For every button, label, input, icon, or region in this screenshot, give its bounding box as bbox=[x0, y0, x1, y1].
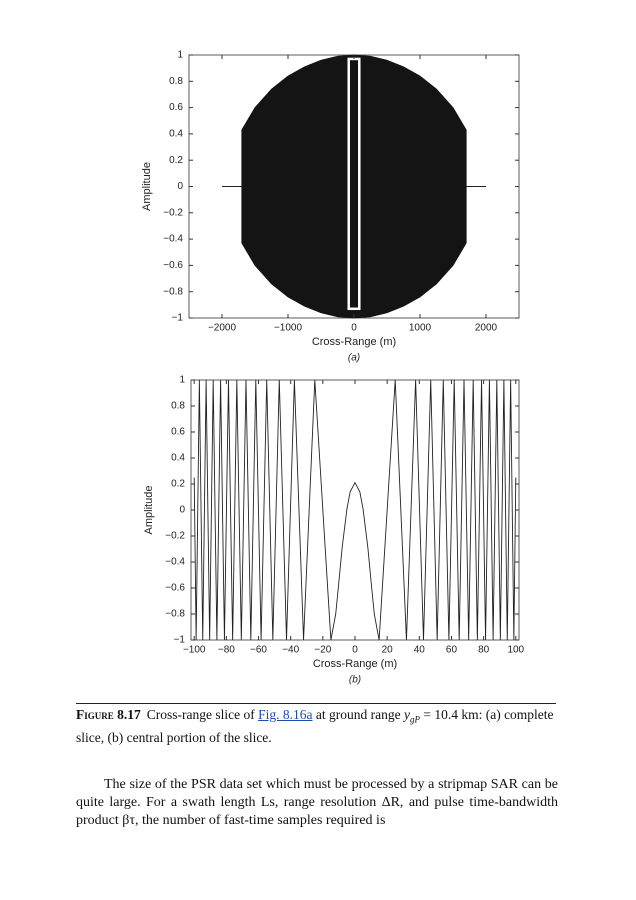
y-tick-label: −0.4 bbox=[165, 557, 185, 568]
x-tick-label: 80 bbox=[478, 645, 490, 656]
y-tick-label: −0.2 bbox=[165, 531, 185, 542]
x-tick-label: −100 bbox=[183, 645, 206, 656]
line bbox=[193, 379, 517, 641]
y-tick-label: 0.2 bbox=[169, 155, 183, 166]
caption-text: Cross-range slice of bbox=[146, 707, 255, 722]
x-tick-label: 20 bbox=[382, 645, 394, 656]
body-paragraph: The size of the PSR data set which must … bbox=[76, 777, 558, 828]
y-tick-label: 0.8 bbox=[169, 76, 183, 87]
symbol: y bbox=[403, 707, 410, 722]
y-tick-label: 1 bbox=[177, 50, 183, 61]
y-tick-label: 0.4 bbox=[169, 129, 183, 140]
caption-text: at ground range bbox=[315, 707, 401, 722]
panel-label: (b) bbox=[349, 675, 361, 686]
x-axis-label: Cross-Range (m) bbox=[313, 658, 397, 670]
caption-label: Figure 8.17 bbox=[76, 707, 141, 722]
caption: Figure 8.17 Cross-range slice of Fig. 8.1… bbox=[76, 706, 556, 747]
x-tick-label: −20 bbox=[314, 645, 331, 656]
y-axis-label: Amplitude bbox=[143, 486, 155, 535]
y-tick-label: −0.8 bbox=[165, 609, 185, 620]
y-tick-label: 0.6 bbox=[169, 102, 183, 113]
x-tick-label: −1000 bbox=[274, 323, 303, 334]
y-tick-label: 0.2 bbox=[171, 479, 185, 490]
y-tick-label: −0.6 bbox=[165, 583, 185, 594]
x-tick-label: 0 bbox=[351, 323, 357, 334]
caption-text: = 10.4 km: (a) complete slice, (b) centr… bbox=[76, 707, 554, 745]
y-tick-label: −0.8 bbox=[163, 286, 183, 297]
y-tick-label: 1 bbox=[179, 375, 185, 386]
panel-label: (a) bbox=[348, 353, 360, 364]
y-tick-label: −0.6 bbox=[163, 260, 183, 271]
y-tick-label: 0.8 bbox=[171, 401, 185, 412]
x-tick-label: 0 bbox=[352, 645, 358, 656]
y-tick-label: 0 bbox=[179, 505, 185, 516]
caption-rule bbox=[76, 703, 556, 704]
figure-link[interactable]: Fig. 8.16a bbox=[258, 707, 313, 722]
y-tick-label: 0 bbox=[177, 181, 183, 192]
x-tick-label: 40 bbox=[414, 645, 426, 656]
x-axis-label: Cross-Range (m) bbox=[312, 336, 396, 348]
x-tick-label: 1000 bbox=[409, 323, 432, 334]
figure: −2000 −1000 0 1000 2000−1−0.8−0.6−0.4−0.200.… bbox=[141, 50, 525, 686]
plot-frame bbox=[190, 379, 520, 641]
x-tick-label: 60 bbox=[446, 645, 458, 656]
area bbox=[222, 54, 486, 187]
y-tick-label: −1 bbox=[172, 313, 184, 324]
y-tick-label: −1 bbox=[174, 635, 186, 646]
y-tick-label: −0.4 bbox=[163, 234, 183, 245]
x-tick-label: 2000 bbox=[475, 323, 498, 334]
area bbox=[222, 186, 486, 319]
y-tick-label: −0.2 bbox=[163, 207, 183, 218]
x-tick-label: −2000 bbox=[208, 323, 237, 334]
x-tick-label: −40 bbox=[282, 645, 299, 656]
subscript: gP bbox=[409, 714, 420, 725]
x-tick-label: −80 bbox=[218, 645, 235, 656]
x-tick-label: −60 bbox=[250, 645, 267, 656]
y-tick-label: 0.4 bbox=[171, 453, 185, 464]
y-tick-label: 0.6 bbox=[171, 427, 185, 438]
x-tick-label: 100 bbox=[507, 645, 524, 656]
y-axis-label: Amplitude bbox=[141, 162, 153, 211]
